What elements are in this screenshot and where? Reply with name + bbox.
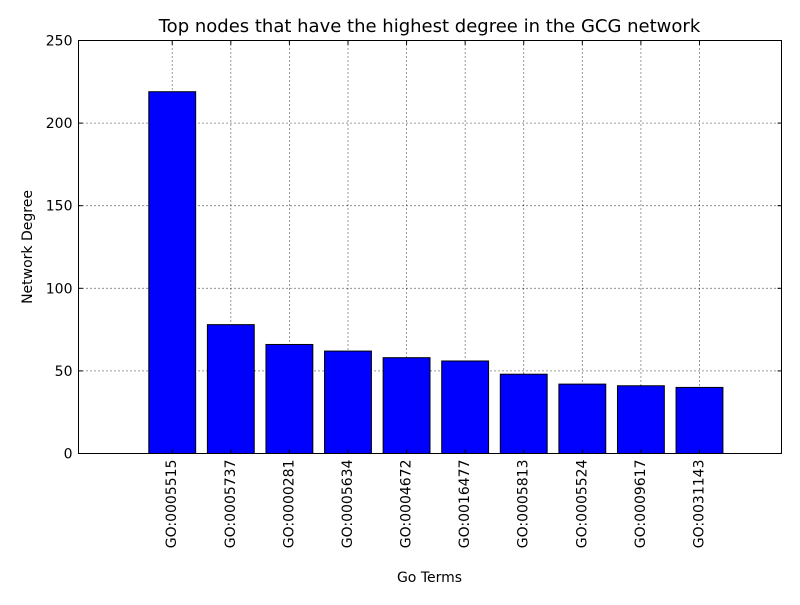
bar bbox=[616, 385, 665, 455]
x-tick-label: GO:0031143 bbox=[691, 460, 707, 549]
bar bbox=[441, 360, 490, 455]
x-tick-label: GO:0005524 bbox=[574, 459, 590, 548]
bar bbox=[265, 343, 314, 454]
bars bbox=[148, 91, 724, 455]
x-axis-label: Go Terms bbox=[397, 570, 462, 586]
bar bbox=[675, 386, 724, 455]
bar bbox=[558, 383, 607, 454]
x-tick-label: GO:0005634 bbox=[340, 459, 356, 548]
y-tick-label: 0 bbox=[64, 447, 73, 463]
x-tick-label: GO:0009617 bbox=[633, 460, 649, 549]
plot-frame bbox=[78, 40, 782, 454]
y-tick-label: 100 bbox=[46, 281, 73, 297]
y-tick-label: 150 bbox=[46, 199, 73, 215]
axis-ticks: 0 50 100 150 200 250 GO:0005515 GO:0005737 GO:00… bbox=[46, 34, 782, 549]
y-tick-label: 200 bbox=[46, 116, 73, 132]
y-tick-label: 50 bbox=[55, 364, 73, 380]
bar bbox=[324, 350, 372, 454]
x-tick-label: GO:0016477 bbox=[457, 460, 473, 549]
x-tick-label: GO:0005813 bbox=[516, 460, 532, 549]
x-tick-label: GO:0005515 bbox=[164, 460, 180, 549]
x-tick-label: GO:0000281 bbox=[281, 460, 297, 549]
x-tick-label: GO:0004672 bbox=[399, 460, 415, 549]
y-axis-label: Network Degree bbox=[20, 190, 36, 304]
bar bbox=[382, 357, 431, 454]
chart-title: Top nodes that have the highest degree i… bbox=[158, 16, 701, 37]
bar bbox=[206, 324, 255, 455]
bar bbox=[148, 91, 197, 454]
y-tick-label: 250 bbox=[46, 34, 73, 50]
x-tick-label: GO:0005737 bbox=[223, 460, 239, 549]
bar bbox=[499, 373, 548, 455]
